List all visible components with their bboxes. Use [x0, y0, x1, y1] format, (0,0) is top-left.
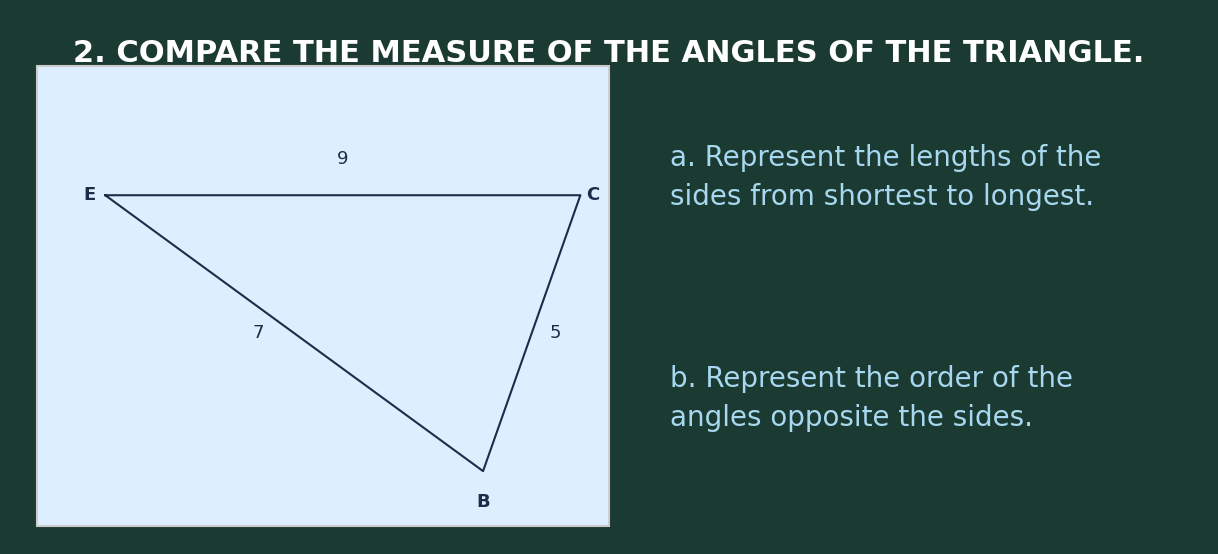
Text: 2. COMPARE THE MEASURE OF THE ANGLES OF THE TRIANGLE.: 2. COMPARE THE MEASURE OF THE ANGLES OF …	[73, 39, 1145, 68]
Text: 9: 9	[337, 150, 348, 167]
Text: 5: 5	[551, 324, 561, 342]
Text: C: C	[586, 186, 599, 204]
Text: a. Represent the lengths of the
sides from shortest to longest.: a. Represent the lengths of the sides fr…	[670, 144, 1101, 211]
Bar	[37, 66, 609, 526]
Text: 7: 7	[252, 324, 263, 342]
Text: b. Represent the order of the
angles opposite the sides.: b. Represent the order of the angles opp…	[670, 366, 1073, 432]
Text: B: B	[476, 493, 490, 511]
Text: E: E	[83, 186, 95, 204]
